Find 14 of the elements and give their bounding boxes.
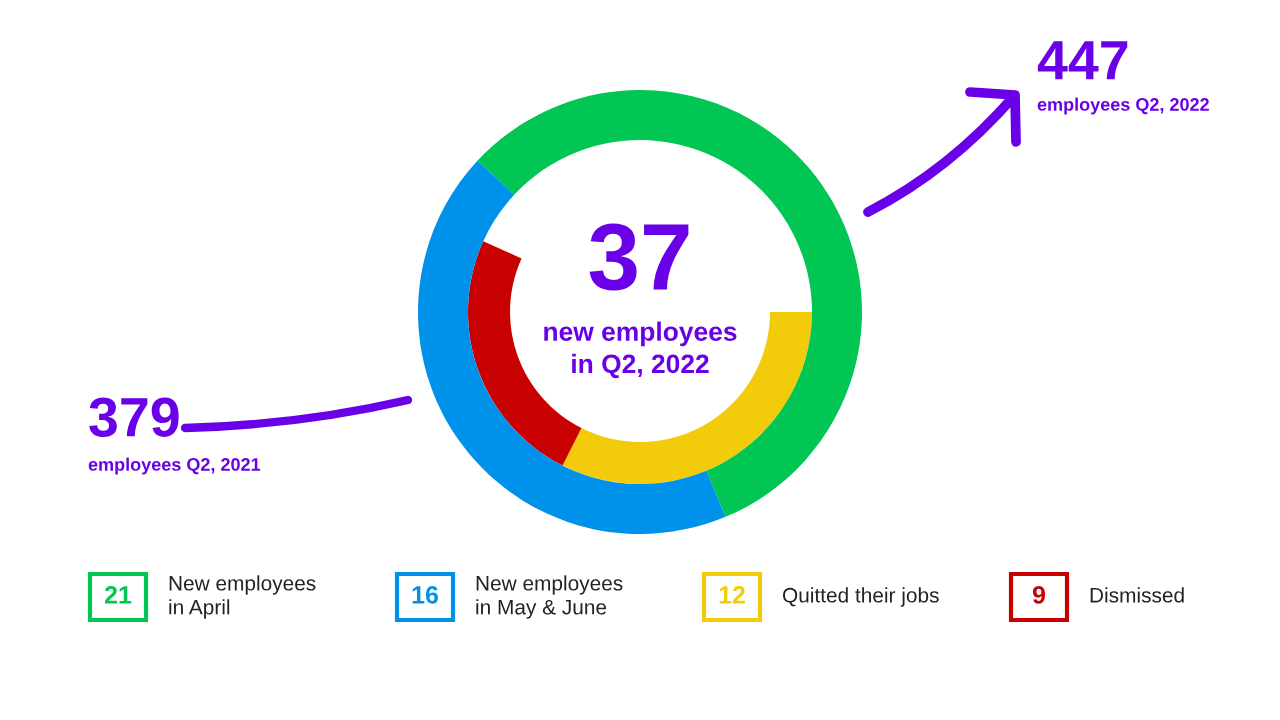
data-label: 12 [719,586,745,604]
text: 447 [1037,41,1128,80]
text: 379 [89,397,179,437]
text: employees Q2, 2022 [1037,97,1209,115]
data-label: 21 [104,586,132,604]
text: employees Q2, 2021 [88,457,261,475]
legend-label: Dismissed [1090,587,1184,603]
legend-label: New employees in April [169,575,316,619]
legend-label: New employees in May & June [476,575,623,619]
legend-label: Quitted their jobs [782,587,939,607]
text: new employees in Q2, 2022 [544,321,737,379]
data-label: 9 [1032,586,1046,604]
text: 37 [589,223,689,291]
data-label: 16 [412,586,438,604]
